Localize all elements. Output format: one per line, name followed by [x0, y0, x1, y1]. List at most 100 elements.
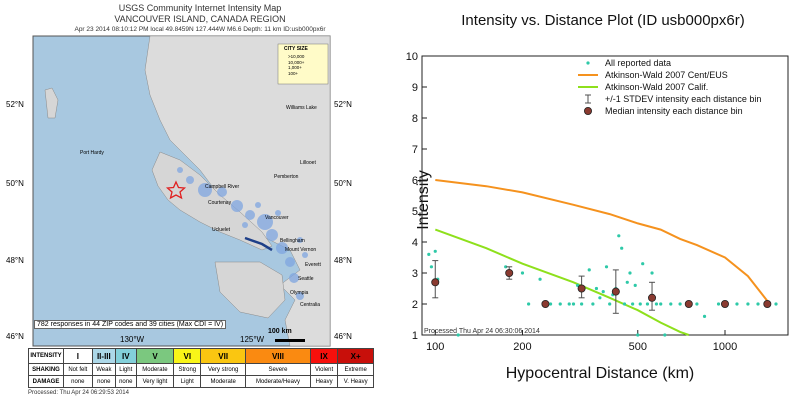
row-label: DAMAGE [28, 375, 64, 388]
reported-data-point [702, 314, 707, 318]
scale-label: 100 km [268, 328, 292, 335]
reported-data-point [433, 249, 437, 253]
intensity-cell: IX [309, 348, 339, 364]
reported-data-point [538, 277, 542, 281]
reported-data-point [663, 333, 667, 337]
olympic-peninsula [214, 261, 286, 319]
curve-layer [434, 179, 769, 336]
reported-data-point [504, 265, 508, 269]
reported-data-point [527, 302, 531, 306]
map-subtitle: VANCOUVER ISLAND, CANADA REGION [114, 14, 286, 24]
shaking-cell: Violent [309, 363, 339, 376]
reported-data-point [604, 265, 609, 269]
y-tick-label: 7 [412, 144, 418, 156]
reported-data-point [746, 302, 750, 306]
legend-title: CITY SIZE [284, 46, 308, 52]
place-label: Williams Lake [286, 105, 317, 111]
reported-data-point [594, 286, 599, 291]
haida-gwaii [44, 87, 59, 119]
lat-label-right: 48°N [334, 256, 352, 265]
reported-data-point [601, 290, 605, 294]
median-layer [431, 260, 772, 314]
shaking-cell: Strong [173, 363, 202, 376]
legend-swatch-data [586, 61, 590, 65]
legend-label: Median intensity each distance bin [605, 106, 743, 116]
damage-cell: Moderate [200, 375, 247, 388]
intensity-distance-plot: Intensity vs. Distance Plot (ID usb000px… [400, 0, 800, 412]
median-point [720, 299, 729, 308]
intensity-cell: I [63, 348, 93, 364]
reported-data-point [580, 302, 584, 306]
reported-data-point [427, 252, 431, 256]
lat-label: 50°N [6, 179, 24, 188]
x-tick-label: 1000 [713, 341, 737, 353]
lat-label-right: 46°N [334, 332, 352, 341]
reported-data-point [669, 302, 673, 306]
lat-label: 48°N [6, 256, 24, 265]
legend-item: 100+ [288, 70, 299, 76]
damage-cell: Light [173, 375, 202, 388]
lon-label: 130°W [120, 335, 145, 344]
legend-item: >10,000 [288, 54, 305, 59]
median-point [611, 287, 620, 296]
damage-cell: Heavy [309, 375, 339, 388]
atkinson-wald-ceus-curve [435, 179, 769, 302]
place-label: Mount Vernon [285, 247, 317, 253]
reported-data-point [598, 296, 602, 300]
median-point [684, 299, 693, 308]
median-point [648, 293, 657, 302]
y-tick-label: 8 [412, 113, 418, 125]
place-label: Pemberton [274, 174, 299, 180]
map-response-summary: 782 responses in 44 ZIP codes and 39 cit… [34, 320, 227, 329]
damage-row: DAMAGE none none none Very light Light M… [28, 375, 374, 388]
shaking-cell: Light [114, 363, 137, 376]
legend-label: Atkinson-Wald 2007 Cent/EUS [605, 70, 728, 80]
y-axis-label: Intensity [415, 170, 432, 230]
vancouver-island [151, 151, 273, 251]
reported-data-point [638, 302, 642, 306]
x-tick-label: 200 [513, 341, 531, 353]
median-point [505, 268, 514, 277]
intensity-cell: IV [114, 348, 137, 364]
reported-data-point [695, 302, 699, 306]
map-graphic [32, 35, 331, 347]
intensity-map-panel: USGS Community Internet Intensity Map VA… [0, 0, 400, 412]
shaking-cell: Extreme [337, 363, 374, 376]
legend-item: 10,000+ [288, 59, 305, 65]
lon-label: 125°W [240, 335, 265, 344]
tick-layer: 1 2 3 4 5 6 7 8 9 10 100 200 500 1000 [406, 51, 737, 353]
reported-data-point [650, 271, 654, 275]
damage-cell: none [63, 375, 93, 388]
damage-cell: V. Heavy [337, 375, 374, 388]
median-point [431, 278, 440, 287]
atkinson-wald-calif-curve [434, 228, 690, 336]
damage-cell: none [91, 375, 116, 388]
reported-data-point [548, 302, 553, 306]
reported-data-point [654, 302, 659, 306]
plot-svg: Intensity vs. Distance Plot (ID usb000px… [406, 12, 789, 382]
intensity-cell: VIII [245, 348, 311, 364]
place-label: Vancouver [265, 215, 289, 221]
place-label: Ucluelet [212, 227, 231, 233]
legend-item: 1,000+ [288, 65, 302, 70]
intensity-cell: X+ [337, 348, 374, 364]
y-tick-label: 10 [406, 51, 418, 63]
row-label: INTENSITY [28, 348, 64, 364]
damage-cell: Very light [135, 375, 175, 388]
shaking-cell: Weak [91, 363, 116, 376]
legend-label: All reported data [605, 58, 671, 68]
reported-data-point [716, 302, 721, 306]
place-label: Olympia [290, 290, 309, 296]
reported-data-point [558, 302, 562, 306]
reported-data-point [608, 302, 612, 306]
shaking-cell: Moderate [135, 363, 175, 376]
reported-data-point [735, 302, 739, 306]
reported-data-point [641, 262, 645, 266]
reported-data-point [591, 302, 595, 306]
reported-data-point [774, 302, 778, 306]
place-label: Everett [305, 262, 321, 268]
place-label: Lillooet [300, 160, 316, 166]
median-point [763, 299, 772, 308]
reported-data-point [636, 333, 640, 337]
y-tick-label: 3 [412, 268, 418, 280]
